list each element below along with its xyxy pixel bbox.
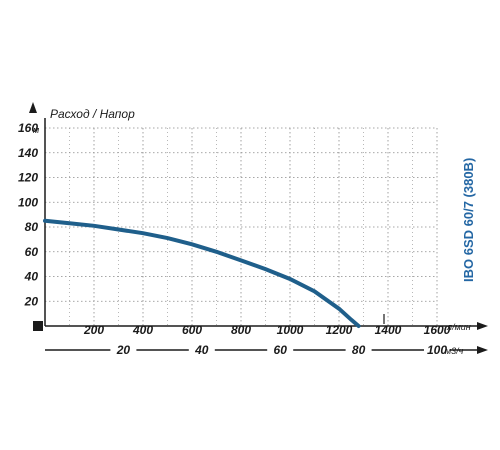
secondary-tick-label: 100 [427, 343, 447, 357]
y-tick-label: 100 [18, 195, 38, 209]
x-tick-label: 200 [83, 323, 104, 337]
y-tick-label: 160 [18, 121, 38, 135]
secondary-tick-mask [424, 343, 450, 357]
secondary-axis-arrow-icon [477, 346, 488, 354]
secondary-tick-label: 40 [194, 343, 209, 357]
y-tick-label: 140 [18, 146, 38, 160]
secondary-tick-mask [110, 343, 137, 357]
x-axis-arrow-icon [477, 322, 488, 330]
secondary-tick-label: 60 [274, 343, 288, 357]
y-tick-label: 40 [24, 270, 39, 284]
x-tick-label: 1200 [326, 323, 353, 337]
x-axis-unit: л/мин [446, 322, 471, 332]
chart-title: Расход / Напор [50, 107, 135, 121]
y-axis-unit: м [33, 125, 39, 135]
y-axis-arrow-icon [29, 102, 37, 113]
secondary-tick-label: 20 [116, 343, 131, 357]
secondary-tick-mask [267, 343, 294, 357]
x-tick-label: 600 [182, 323, 202, 337]
y-tick-label: 120 [18, 171, 38, 185]
secondary-tick-labels: 20 40 60 80 100 [110, 343, 450, 357]
x-tick-label: 800 [231, 323, 251, 337]
y-tick-label: 80 [25, 220, 39, 234]
origin-marker-icon [33, 321, 43, 331]
y-tick-labels: 20 40 60 80 100 120 140 160 [18, 121, 38, 308]
x-tick-label: 1000 [277, 323, 304, 337]
secondary-tick-label: 80 [352, 343, 366, 357]
head-flow-curve [43, 218, 361, 328]
x-tick-label: 1400 [375, 323, 402, 337]
secondary-tick-mask [188, 343, 215, 357]
pump-model-label: IBO 6SD 60/7 (380B) [461, 158, 476, 282]
secondary-tick-mask [345, 343, 372, 357]
x-tick-label: 1600 [424, 323, 451, 337]
secondary-axis-unit: м3/ч [445, 346, 464, 356]
x-tick-labels: 200 400 600 800 1000 1200 1400 1600 [83, 323, 451, 337]
y-tick-label: 60 [25, 245, 39, 259]
y-tick-label: 20 [24, 294, 39, 308]
x-tick-label: 400 [132, 323, 153, 337]
